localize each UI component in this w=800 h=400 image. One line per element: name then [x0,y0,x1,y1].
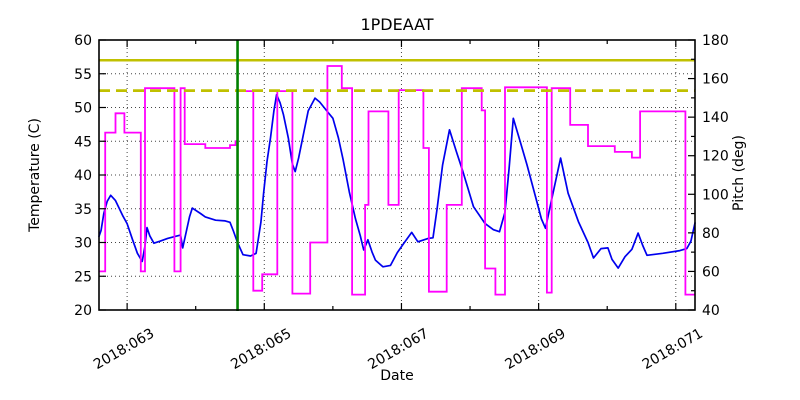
y-right-tick-label: 120 [702,149,729,165]
y-right-tick-label: 160 [702,72,729,88]
x-tick-label: 2018:067 [365,326,431,373]
pitch-line [99,65,695,296]
y-left-tick-label: 30 [74,236,92,252]
y-right-tick-label: 180 [702,33,729,49]
x-axis-label: Date [380,368,413,384]
temperature-line [98,93,696,269]
y-left-tick-label: 40 [74,168,92,184]
chart-title: 1PDEAAT [360,15,433,34]
y-left-tick-label: 55 [74,67,92,83]
y-left-tick-label: 20 [74,303,92,319]
tick-marks [99,39,695,311]
y-left-tick-label: 25 [74,269,92,285]
y-axis-label-right: Pitch (deg) [731,135,747,211]
y-right-tick-label: 80 [702,226,720,242]
x-tick-label: 2018:069 [503,326,569,373]
plot-border [98,39,696,311]
x-tick-label: 2018:071 [640,326,706,373]
y-left-tick-label: 60 [74,33,92,49]
y-right-tick-label: 40 [702,303,720,319]
y-axis-label-left: Temperature (C) [27,118,43,233]
y-right-tick-label: 140 [702,110,729,126]
y-left-tick-label: 45 [74,134,92,150]
y-right-tick-label: 100 [702,187,729,203]
grid [99,40,695,310]
x-tick-label: 2018:065 [228,326,294,373]
y-left-tick-label: 35 [74,202,92,218]
y-left-tick-label: 50 [74,101,92,117]
x-tick-label: 2018:063 [91,326,157,373]
y-right-tick-label: 60 [702,264,720,280]
